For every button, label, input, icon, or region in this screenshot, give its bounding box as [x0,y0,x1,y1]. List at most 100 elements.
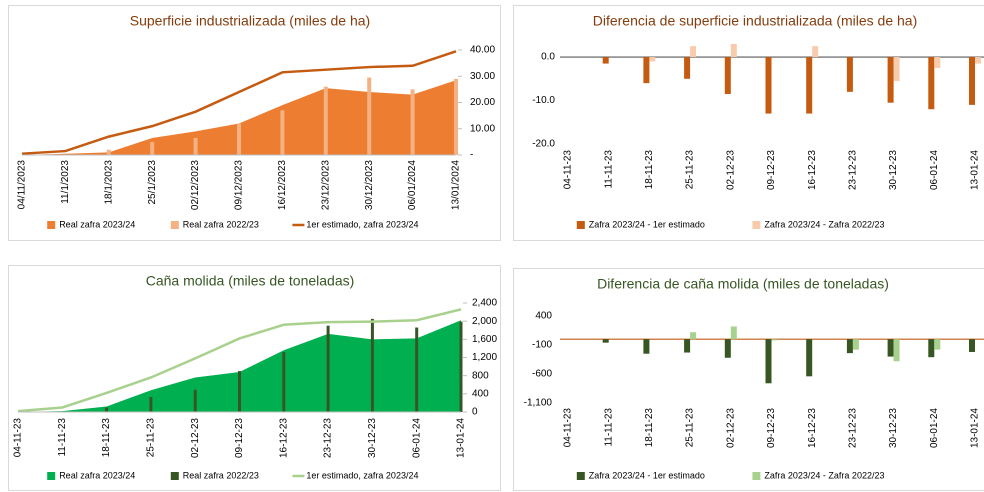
x-tick-label: 16-12-23 [278,418,289,458]
x-tick-label: 02-12-23 [725,150,736,190]
x-tick-label: 09-12-23 [766,150,777,190]
x-tick-label: 16-12-23 [807,150,818,190]
chart-title: Caña molida (miles de toneladas) [146,273,355,289]
bar [771,339,778,341]
y-tick-label: -100 [532,340,552,351]
x-tick-label: 06/01/2024 [407,160,418,210]
x-tick-label: 11-11-23 [603,150,614,189]
area [22,80,456,155]
x-tick-label: 04-11-23 [13,418,24,458]
panel [513,268,984,491]
bar [410,89,415,155]
legend-label: Real zafra 2022/23 [183,470,259,480]
bar [415,327,419,412]
bar [934,339,941,350]
bar [684,339,691,353]
bar [149,397,153,412]
legend-label: 1er estimado, zafra 2023/24 [306,470,418,480]
bar [282,352,286,412]
x-tick-label: 16-12-23 [807,408,818,448]
x-tick-label: 04-11-23 [563,408,574,448]
bar [150,141,155,155]
bar [730,326,737,340]
bar [238,371,241,412]
legend-swatch [47,472,56,480]
legend-label: Zafra 2023/24 - Zafra 2022/23 [764,219,884,229]
chart-title: Diferencia de superficie industrializada… [593,13,918,29]
bar [846,339,853,354]
bar [684,57,691,79]
y-tick-label: -20.0 [532,139,555,150]
legend-swatch [170,472,179,480]
y-tick-label: 2,000 [472,316,497,327]
legend-label: Real zafra 2022/23 [183,219,259,229]
x-tick-label: 13-01-24 [456,418,467,458]
legend-label: Zafra 2023/24 - Zafra 2022/23 [764,470,884,480]
x-tick-label: 30-12-23 [888,408,899,448]
bar [852,339,859,350]
bar [887,339,894,357]
bar [367,77,372,155]
bar [765,339,772,384]
bar [643,57,650,84]
x-tick-label: 13-01-24 [970,150,981,190]
bar [928,57,935,110]
x-tick-label: 25-11-23 [685,150,696,190]
y-tick-label: 20.00 [470,97,495,108]
bar [193,137,198,155]
legend-label: Zafra 2023/24 - 1er estimado [589,219,705,229]
bar [724,57,731,94]
bar [928,339,935,358]
x-tick-label: 02-12-23 [725,408,736,448]
bar [765,57,772,114]
bar [724,339,731,358]
x-tick-label: 23/12/2023 [320,160,331,210]
bar [690,332,697,340]
legend-swatch [752,472,761,480]
y-tick-label: -600 [532,369,552,380]
bar [969,57,975,105]
legend-swatch [752,221,761,229]
x-tick-label: 02/12/2023 [190,160,201,210]
y-tick-label: 30.00 [470,71,495,82]
x-tick-label: 18-11-23 [644,408,655,448]
bar [193,389,197,412]
x-tick-label: 13/01/2024 [451,160,462,210]
x-tick-label: 25/1/2023 [147,160,158,205]
bar [806,57,813,114]
x-tick-label: 06-01-24 [929,408,940,448]
y-tick-label: 10.00 [470,123,495,134]
x-tick-label: 02-12-23 [190,418,201,458]
bar [934,57,941,68]
x-tick-label: 16/12/2023 [277,160,288,210]
bar [370,318,374,412]
x-tick-label: 09-12-23 [234,418,245,458]
bar [280,110,285,155]
x-tick-label: 11/1/2023 [60,160,71,204]
x-tick-label: 18-11-23 [101,418,112,458]
x-tick-label: 23-12-23 [848,408,859,448]
bar [237,123,241,155]
y-tick-label: 0 [472,407,478,418]
legend-swatch [576,472,585,480]
legend-swatch [576,221,585,229]
x-tick-label: 23-12-23 [848,150,859,190]
bar [969,339,975,352]
bar [323,86,328,155]
legend-swatch [170,221,179,229]
bar [454,78,458,155]
bar [602,57,609,64]
bar [106,149,111,155]
line [17,308,462,413]
x-tick-label: 25-11-23 [146,418,157,458]
x-tick-label: 04-11-23 [563,150,574,190]
bar [730,44,737,58]
x-tick-label: 25-11-23 [685,408,696,448]
x-tick-label: 11-11-23 [603,408,614,447]
bar [649,57,656,62]
legend-label: Zafra 2023/24 - 1er estimado [589,470,705,480]
bar [975,57,981,64]
x-tick-label: 11-11-23 [57,418,68,457]
bar [690,46,697,58]
